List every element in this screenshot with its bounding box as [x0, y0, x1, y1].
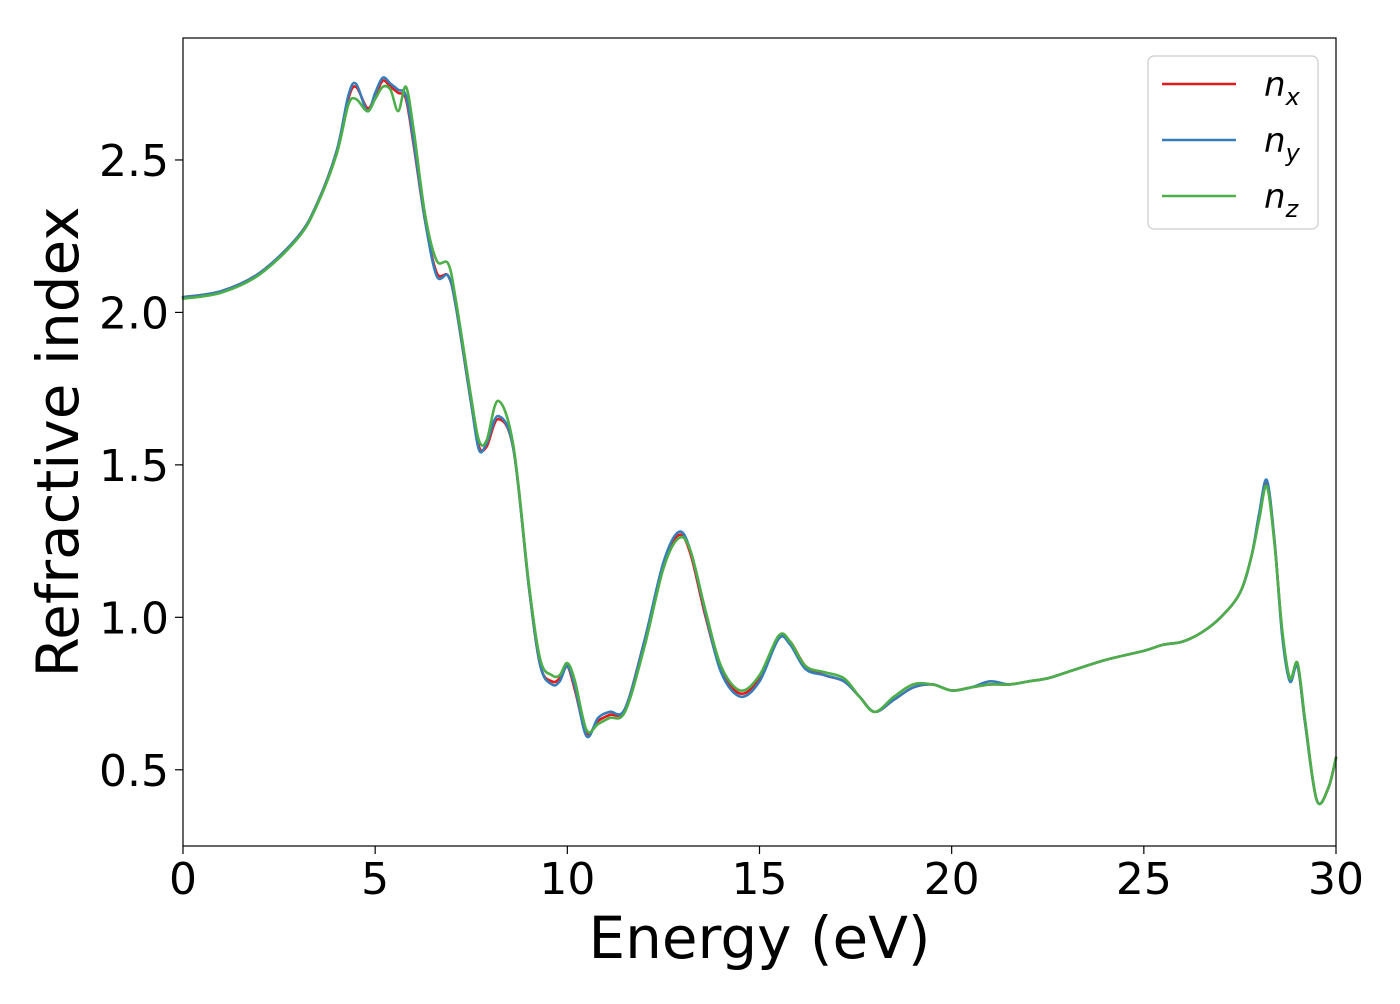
x-tick-label: 30	[1308, 854, 1364, 905]
y-tick-label: 1.0	[99, 593, 169, 644]
y-tick-label: 0.5	[99, 746, 169, 797]
x-tick-label: 15	[732, 854, 788, 905]
legend-subscript-z: z	[1285, 195, 1300, 223]
y-tick-label: 2.0	[99, 288, 169, 339]
x-tick-label: 20	[924, 854, 980, 905]
legend-subscript-x: x	[1285, 83, 1301, 111]
x-tick-label: 25	[1116, 854, 1172, 905]
x-axis-ticks: 0 5 10 15 20 25 30	[169, 846, 1364, 905]
y-axis-ticks: 0.5 1.0 1.5 2.0 2.5	[99, 136, 183, 797]
x-tick-label: 10	[539, 854, 595, 905]
series-layer	[181, 76, 1338, 806]
y-tick-label: 1.5	[99, 441, 169, 492]
legend-box	[1147, 55, 1319, 230]
x-axis-title: Energy (eV)	[588, 904, 930, 972]
y-axis-title: Refractive index	[24, 206, 92, 677]
series-line-z	[181, 84, 1338, 806]
legend-subscript-y: y	[1285, 139, 1301, 167]
plot-area	[183, 38, 1336, 846]
y-tick-label: 2.5	[99, 136, 169, 187]
x-tick-label: 0	[169, 854, 197, 905]
x-tick-label: 5	[361, 854, 389, 905]
